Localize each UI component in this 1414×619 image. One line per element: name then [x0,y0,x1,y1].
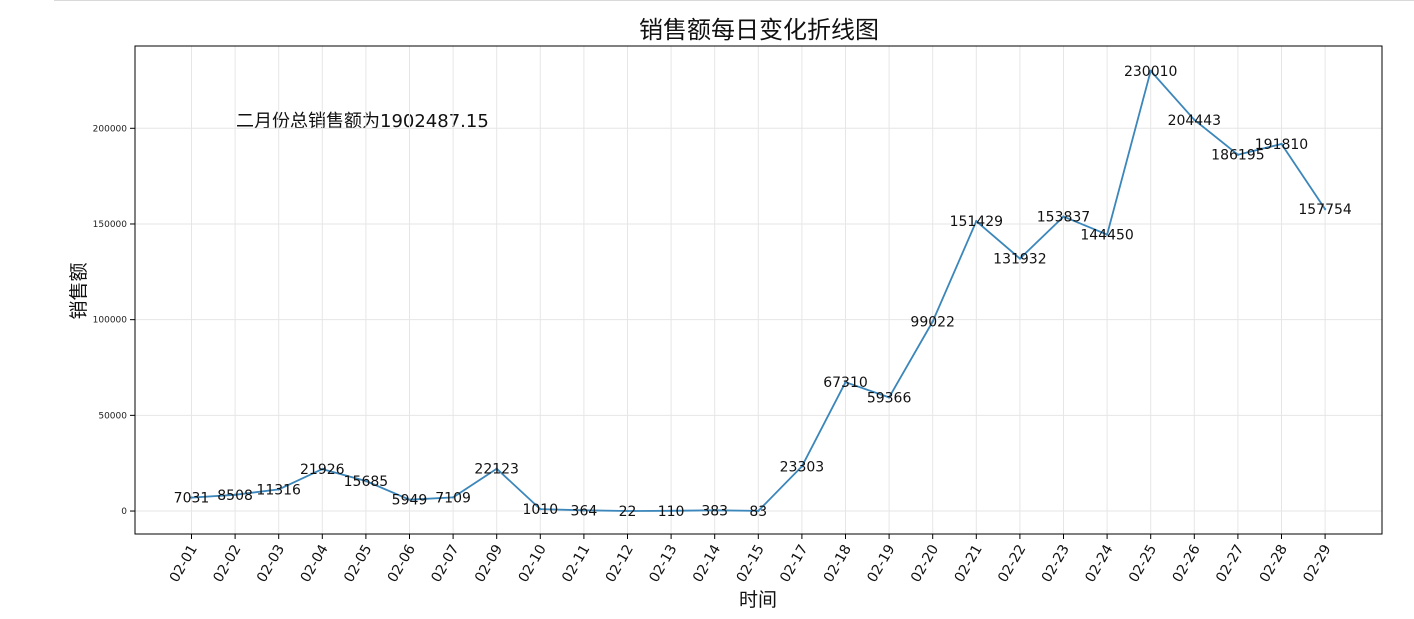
data-label: 186195 [1211,148,1264,164]
x-tick-label: 02-09 [472,542,506,585]
y-tick-label: 0 [121,507,127,517]
data-point [1323,207,1327,211]
data-point [1062,215,1065,218]
x-tick-label: 02-18 [821,542,855,585]
data-label: 153837 [1037,210,1090,226]
x-tick-label: 02-06 [385,542,419,585]
grid-lines [135,46,1382,534]
data-point [757,509,760,513]
x-tick-label: 02-07 [428,542,462,585]
y-tick-label: 150000 [93,220,128,230]
data-point [408,498,411,501]
x-tick-label: 02-24 [1082,542,1116,585]
data-label: 230010 [1124,64,1177,80]
data-label: 191810 [1255,137,1308,153]
y-axis-ticks: 0 50000 100000 150000 200000 [93,124,135,517]
data-label: 11316 [256,482,301,498]
data-point [844,381,847,384]
data-label: 22123 [474,462,519,478]
x-tick-label: 02-05 [341,542,375,585]
data-label: 151429 [950,214,1003,230]
data-label: 157754 [1298,202,1352,218]
top-divider-line [54,0,1414,1]
data-point [277,488,280,491]
data-point [887,396,891,399]
x-tick-label: 02-29 [1300,542,1334,585]
plot-frame [134,45,1383,535]
data-label: 21926 [300,462,345,478]
x-tick-label: 02-04 [298,542,332,585]
x-tick-label: 02-10 [516,542,550,585]
data-label: 364 [571,503,598,519]
x-tick-label: 02-27 [1213,542,1247,585]
data-point [1193,118,1196,121]
data-point [495,467,498,470]
x-axis-ticks: 02-01 02-02 02-03 02-04 02-05 02-06 02-07 02-09… [167,534,1335,585]
x-tick-label: 02-15 [734,542,768,585]
x-tick-label: 02-03 [254,542,288,585]
data-point [539,507,542,511]
x-tick-label: 02-02 [210,542,244,585]
data-point [626,509,629,513]
x-tick-label: 02-26 [1170,542,1204,585]
data-label: 7109 [435,490,471,506]
total-sales-annotation: 二月份总销售额为1902487.15 [236,111,489,132]
data-label: 1010 [522,502,558,518]
data-point [1018,257,1022,260]
data-point [582,509,586,512]
data-label: 99022 [910,315,955,331]
sales-series [190,69,1327,513]
data-point [321,467,324,471]
data-point [975,220,978,223]
data-point [233,493,237,496]
data-label: 59366 [867,390,912,406]
x-tick-label: 02-01 [167,542,201,585]
y-tick-label: 50000 [98,411,127,421]
data-label: 5949 [392,493,428,509]
data-label: 144450 [1080,228,1133,244]
data-label: 23303 [780,459,825,475]
data-label: 67310 [823,375,868,391]
data-point [451,496,455,499]
data-label: 22 [619,504,637,520]
x-tick-label: 02-11 [559,542,593,585]
x-tick-label: 02-25 [1126,542,1160,585]
data-point [931,320,934,323]
data-label: 383 [701,503,728,519]
data-label: 8508 [217,488,253,504]
x-tick-label: 02-28 [1257,542,1291,585]
data-point [669,509,673,513]
x-tick-label: 02-19 [864,542,898,585]
data-label: 15685 [344,474,389,490]
x-tick-label: 02-20 [908,542,942,585]
data-label: 131932 [993,252,1046,268]
y-tick-label: 100000 [93,316,128,326]
data-label: 7031 [174,491,210,507]
data-point [1280,142,1283,146]
x-tick-label: 02-14 [690,542,724,585]
data-label: 204443 [1168,113,1221,129]
data-point [364,479,368,483]
data-point [1105,233,1109,236]
data-label: 83 [749,504,767,520]
x-tick-label: 02-13 [646,542,680,585]
y-axis-label: 销售额 [68,262,90,319]
data-label: 110 [658,504,685,520]
data-point [1236,153,1240,156]
x-tick-label: 02-21 [952,542,986,585]
x-tick-label: 02-22 [995,542,1029,585]
x-tick-label: 02-23 [1039,542,1073,585]
chart-title: 销售额每日变化折线图 [639,16,879,44]
y-tick-label: 200000 [93,124,128,134]
x-axis-label: 时间 [739,589,777,611]
data-point [1149,69,1152,73]
data-point [713,509,716,512]
x-tick-label: 02-12 [603,542,637,585]
data-point [190,496,193,499]
data-point [800,465,804,468]
x-tick-label: 02-17 [777,542,811,585]
